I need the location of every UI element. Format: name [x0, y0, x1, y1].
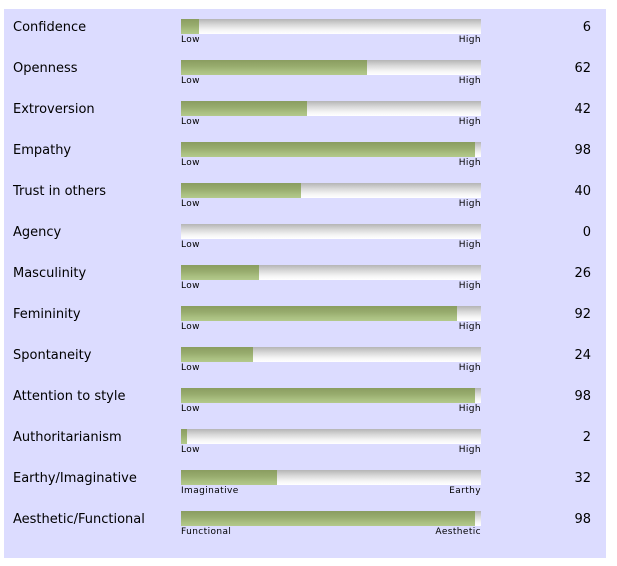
trait-label: Spontaneity: [13, 348, 92, 363]
trait-label: Openness: [13, 61, 78, 76]
trait-bar-fill: [181, 470, 277, 485]
trait-bar-fill: [181, 429, 187, 444]
trait-label: Earthy/Imaginative: [13, 471, 137, 486]
scale-high-label: High: [458, 404, 481, 414]
trait-profile-panel: Confidence Low High 6 Openness Low High …: [4, 9, 606, 558]
trait-score: 6: [582, 20, 591, 35]
trait-bar: [181, 142, 481, 157]
trait-label: Extroversion: [13, 102, 95, 117]
trait-bar: [181, 224, 481, 239]
scale-low-label: Low: [181, 281, 200, 291]
scale-high-label: High: [458, 240, 481, 250]
trait-bar: [181, 183, 481, 198]
trait-row-spontaneity: Spontaneity Low High 24: [4, 337, 606, 378]
trait-row-femininity: Femininity Low High 92: [4, 296, 606, 337]
trait-bar-fill: [181, 265, 259, 280]
trait-score: 26: [574, 266, 591, 281]
trait-bar: [181, 388, 481, 403]
trait-label: Authoritarianism: [13, 430, 122, 445]
trait-label: Attention to style: [13, 389, 126, 404]
trait-score: 2: [582, 430, 591, 445]
scale-high-label: High: [458, 363, 481, 373]
trait-bar-fill: [181, 142, 475, 157]
trait-score: 0: [582, 225, 591, 240]
trait-row-openness: Openness Low High 62: [4, 50, 606, 91]
trait-label: Confidence: [13, 20, 87, 35]
trait-bar-fill: [181, 306, 457, 321]
scale-high-label: High: [458, 158, 481, 168]
trait-bar-fill: [181, 101, 307, 116]
trait-row-empathy: Empathy Low High 98: [4, 132, 606, 173]
trait-row-agency: Agency Low High 0: [4, 214, 606, 255]
trait-label: Empathy: [13, 143, 72, 158]
trait-bar: [181, 511, 481, 526]
scale-high-label: Earthy: [449, 486, 481, 496]
trait-score: 98: [574, 143, 591, 158]
scale-high-label: Aesthetic: [435, 527, 481, 537]
trait-score: 62: [574, 61, 591, 76]
trait-row-earthy-imaginative: Earthy/Imaginative Imaginative Earthy 32: [4, 460, 606, 501]
scale-low-label: Imaginative: [181, 486, 239, 496]
scale-low-label: Low: [181, 199, 200, 209]
scale-high-label: High: [458, 76, 481, 86]
trait-bar: [181, 429, 481, 444]
trait-score: 40: [574, 184, 591, 199]
trait-label: Aesthetic/Functional: [13, 512, 145, 527]
trait-score: 98: [574, 512, 591, 527]
scale-high-label: High: [458, 199, 481, 209]
trait-label: Masculinity: [13, 266, 87, 281]
scale-high-label: High: [458, 281, 481, 291]
trait-row-authoritarianism: Authoritarianism Low High 2: [4, 419, 606, 460]
scale-low-label: Low: [181, 240, 200, 250]
trait-row-extroversion: Extroversion Low High 42: [4, 91, 606, 132]
scale-low-label: Functional: [181, 527, 232, 537]
trait-score: 42: [574, 102, 591, 117]
trait-bar: [181, 347, 481, 362]
scale-low-label: Low: [181, 35, 200, 45]
trait-score: 24: [574, 348, 591, 363]
scale-low-label: Low: [181, 445, 200, 455]
trait-label: Trust in others: [13, 184, 107, 199]
trait-bar: [181, 470, 481, 485]
trait-label: Femininity: [13, 307, 81, 322]
trait-score: 98: [574, 389, 591, 404]
trait-row-attention-to-style: Attention to style Low High 98: [4, 378, 606, 419]
trait-bar: [181, 19, 481, 34]
trait-bar-fill: [181, 347, 253, 362]
trait-score: 92: [574, 307, 591, 322]
trait-label: Agency: [13, 225, 62, 240]
scale-high-label: High: [458, 445, 481, 455]
trait-row-masculinity: Masculinity Low High 26: [4, 255, 606, 296]
scale-low-label: Low: [181, 322, 200, 332]
trait-bar: [181, 306, 481, 321]
trait-bar-fill: [181, 19, 199, 34]
trait-bar: [181, 101, 481, 116]
scale-low-label: Low: [181, 117, 200, 127]
trait-bar-fill: [181, 511, 475, 526]
trait-row-confidence: Confidence Low High 6: [4, 9, 606, 50]
scale-low-label: Low: [181, 404, 200, 414]
trait-bar: [181, 265, 481, 280]
scale-low-label: Low: [181, 363, 200, 373]
trait-score: 32: [574, 471, 591, 486]
trait-bar: [181, 60, 481, 75]
trait-row-aesthetic-functional: Aesthetic/Functional Functional Aestheti…: [4, 501, 606, 542]
scale-high-label: High: [458, 117, 481, 127]
scale-low-label: Low: [181, 76, 200, 86]
trait-row-trust-in-others: Trust in others Low High 40: [4, 173, 606, 214]
trait-bar-fill: [181, 388, 475, 403]
scale-high-label: High: [458, 322, 481, 332]
scale-low-label: Low: [181, 158, 200, 168]
scale-high-label: High: [458, 35, 481, 45]
trait-bar-fill: [181, 60, 367, 75]
trait-bar-fill: [181, 183, 301, 198]
